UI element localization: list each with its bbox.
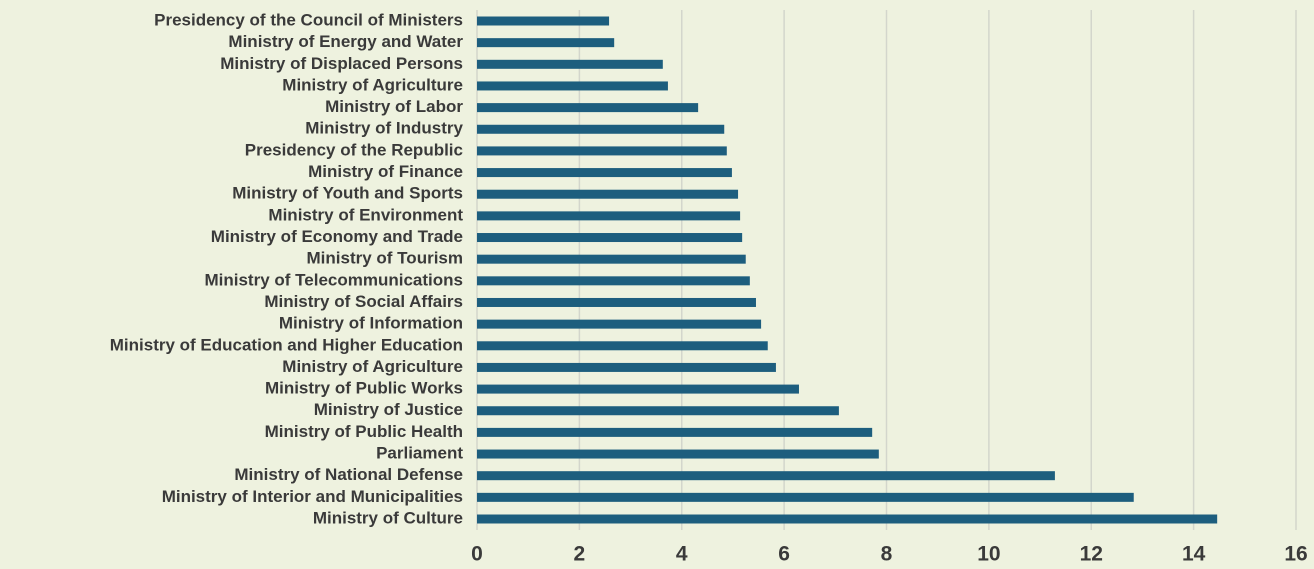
bar bbox=[477, 341, 768, 351]
bar bbox=[477, 406, 839, 416]
bar bbox=[477, 233, 743, 243]
y-tick-label: Ministry of Culture bbox=[313, 508, 463, 527]
bar bbox=[477, 189, 739, 199]
y-tick-label: Ministry of Justice bbox=[314, 400, 463, 419]
y-tick-label: Presidency of the Council of Ministers bbox=[154, 10, 463, 29]
bar bbox=[477, 16, 610, 26]
y-tick-label: Ministry of Industry bbox=[305, 119, 463, 138]
bar bbox=[477, 471, 1055, 481]
y-tick-label: Ministry of Finance bbox=[308, 162, 463, 181]
y-tick-label: Ministry of Environment bbox=[268, 205, 463, 224]
x-tick-label: 4 bbox=[676, 543, 688, 566]
x-tick-label: 2 bbox=[574, 543, 586, 566]
y-tick-label: Presidency of the Republic bbox=[245, 140, 463, 159]
y-tick-label: Ministry of Economy and Trade bbox=[211, 227, 463, 246]
bar bbox=[477, 319, 762, 329]
x-tick-label: 6 bbox=[778, 543, 790, 566]
bar bbox=[477, 297, 756, 307]
bar bbox=[477, 514, 1218, 524]
bar bbox=[477, 211, 741, 221]
y-tick-label: Ministry of Agriculture bbox=[282, 357, 463, 376]
y-tick-label: Ministry of Social Affairs bbox=[264, 292, 463, 311]
y-tick-label: Ministry of Tourism bbox=[307, 249, 463, 268]
x-tick-label: 12 bbox=[1080, 543, 1103, 566]
bar bbox=[477, 38, 615, 48]
y-tick-label: Ministry of Agriculture bbox=[282, 75, 463, 94]
x-tick-label: 0 bbox=[471, 543, 483, 566]
y-tick-label: Ministry of Public Health bbox=[265, 422, 463, 441]
y-tick-label: Ministry of Youth and Sports bbox=[232, 184, 463, 203]
y-tick-label: Ministry of Telecommunications bbox=[204, 270, 463, 289]
x-tick-label: 10 bbox=[977, 543, 1000, 566]
bar bbox=[477, 146, 727, 156]
y-tick-label: Ministry of Energy and Water bbox=[228, 32, 463, 51]
bar bbox=[477, 59, 663, 69]
bar bbox=[477, 103, 699, 113]
y-tick-label: Ministry of Labor bbox=[325, 97, 463, 116]
bar bbox=[477, 168, 732, 178]
bar bbox=[477, 124, 725, 134]
bar bbox=[477, 362, 776, 372]
y-tick-label: Ministry of Interior and Municipalities bbox=[162, 487, 463, 506]
bar bbox=[477, 492, 1134, 502]
y-tick-label: Ministry of Public Works bbox=[265, 379, 463, 398]
y-tick-label: Ministry of National Defense bbox=[234, 465, 463, 484]
x-tick-label: 16 bbox=[1284, 543, 1307, 566]
y-tick-label: Ministry of Education and Higher Educati… bbox=[110, 335, 463, 354]
bar bbox=[477, 449, 879, 459]
bar bbox=[477, 81, 668, 91]
y-tick-label: Ministry of Information bbox=[279, 314, 463, 333]
x-tick-label: 8 bbox=[881, 543, 893, 566]
bar bbox=[477, 384, 799, 394]
y-tick-label: Ministry of Displaced Persons bbox=[220, 54, 463, 73]
bar bbox=[477, 276, 750, 286]
bar bbox=[477, 254, 746, 264]
bar bbox=[477, 427, 873, 437]
y-tick-label: Parliament bbox=[376, 444, 463, 463]
x-tick-label: 14 bbox=[1182, 543, 1206, 566]
